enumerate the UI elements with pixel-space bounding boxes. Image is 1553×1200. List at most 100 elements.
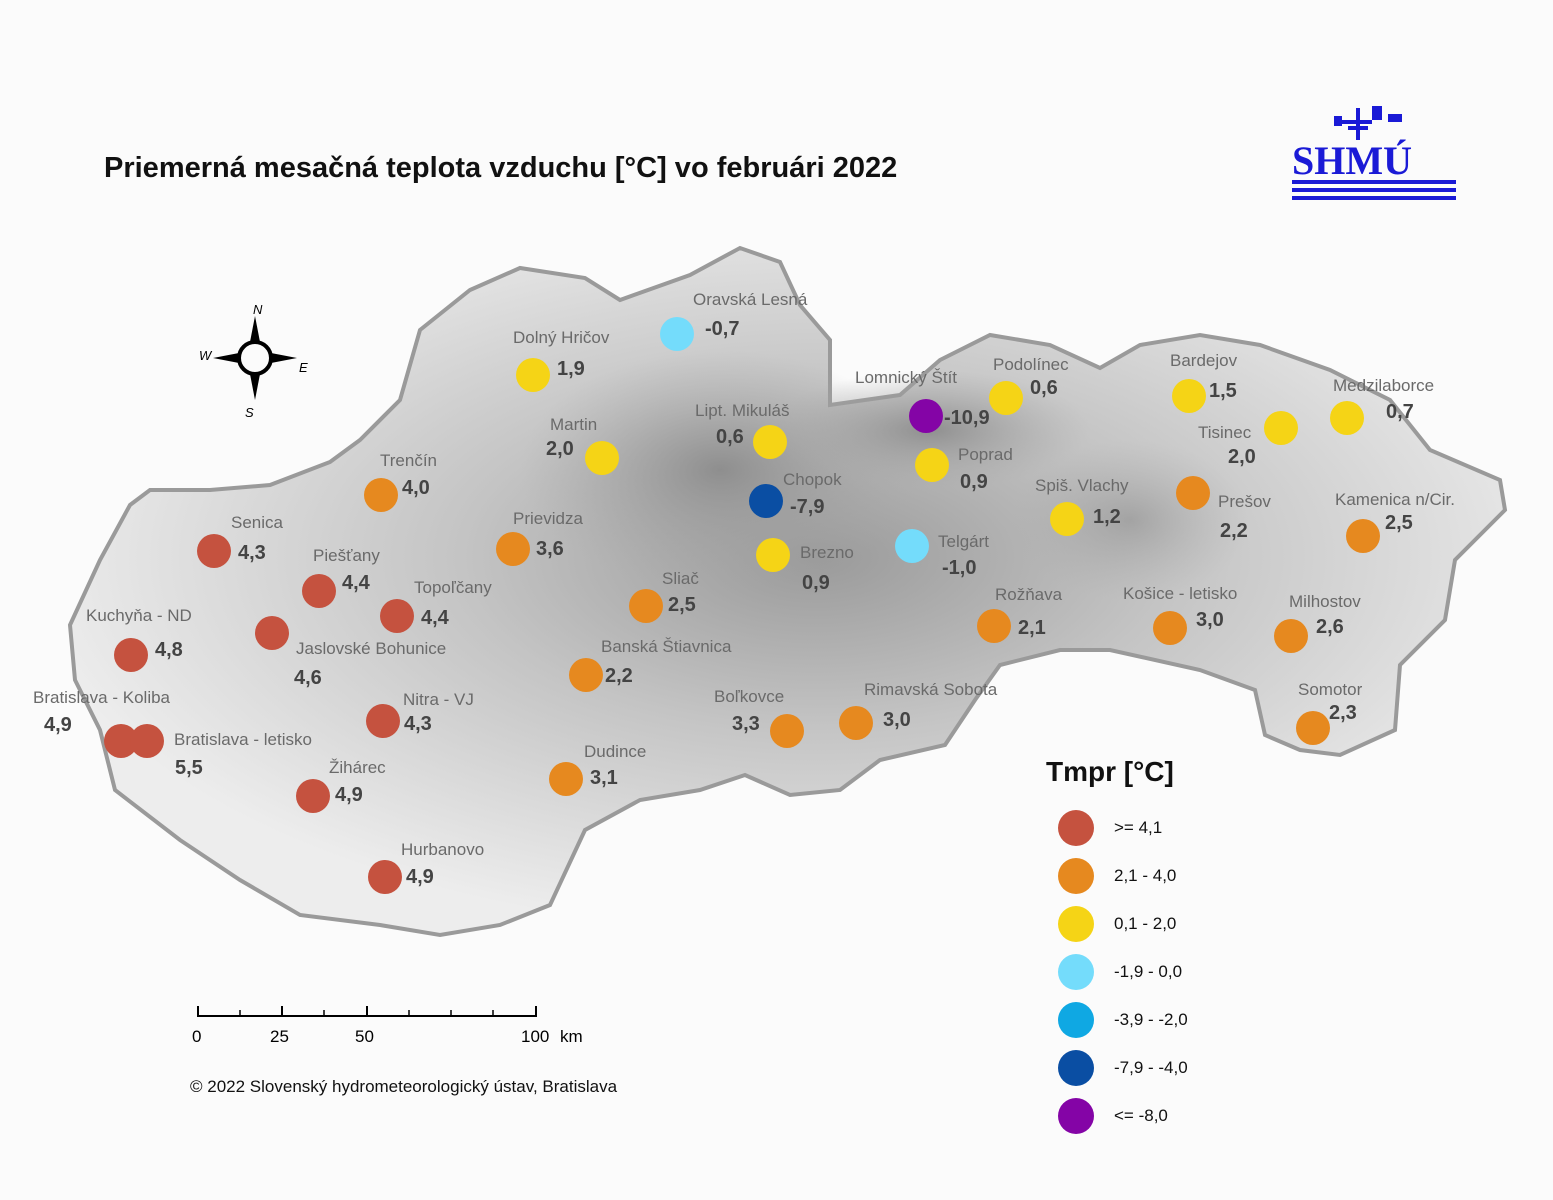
legend-label: -7,9 - -4,0 — [1114, 1058, 1188, 1077]
station-name: Senica — [231, 513, 284, 532]
station-marker: Poprad 0,9 — [915, 445, 1013, 493]
station-name: Bardejov — [1170, 351, 1238, 370]
station-marker: Topoľčany 4,4 — [380, 578, 492, 633]
station-value: 1,5 — [1209, 380, 1237, 402]
compass-e: E — [299, 360, 308, 375]
station-dot — [1153, 611, 1187, 645]
station-marker: Lipt. Mikuláš 0,6 — [695, 401, 789, 459]
station-value: 0,9 — [802, 572, 830, 594]
scale-unit: km — [560, 1027, 583, 1046]
station-marker: Rimavská Sobota 3,0 — [839, 680, 998, 740]
station-value: 4,3 — [404, 713, 432, 735]
station-name: Rožňava — [995, 585, 1063, 604]
station-marker: Hurbanovo 4,9 — [368, 840, 484, 894]
station-dot — [255, 616, 289, 650]
slovakia-outline — [67, 245, 1508, 938]
station-value: 2,2 — [1220, 520, 1248, 542]
station-marker: Chopok -7,9 — [749, 470, 842, 518]
shmu-logo: SHMÚ — [1288, 100, 1460, 204]
station-marker: Bratislava - letisko 5,5 — [130, 724, 312, 779]
legend-item: 0,1 - 2,0 — [1046, 900, 1266, 948]
station-marker: Košice - letisko 3,0 — [1123, 584, 1237, 645]
station-dot — [660, 317, 694, 351]
legend-swatch — [1058, 1050, 1094, 1086]
legend-item: -1,9 - 0,0 — [1046, 948, 1266, 996]
station-name: Prievidza — [513, 509, 583, 528]
station-value: 2,2 — [605, 665, 633, 687]
station-dot — [1330, 401, 1364, 435]
station-name: Martin — [550, 415, 597, 434]
legend-item: -7,9 - -4,0 — [1046, 1044, 1266, 1092]
scale-tick-0: 0 — [192, 1027, 201, 1046]
scale-bar: 0 25 50 100 km — [188, 1000, 608, 1050]
terrain-east-shade — [1010, 440, 1250, 600]
station-dot — [915, 448, 949, 482]
station-marker: Rožňava 2,1 — [977, 585, 1063, 643]
legend-swatch — [1058, 1098, 1094, 1134]
station-name: Bratislava - Koliba — [33, 688, 171, 707]
station-marker: Bratislava - Koliba 4,9 — [33, 688, 171, 758]
station-value: 4,8 — [155, 639, 183, 661]
station-name: Hurbanovo — [401, 840, 484, 859]
station-dot — [1296, 711, 1330, 745]
station-name: Somotor — [1298, 680, 1363, 699]
station-dot — [989, 381, 1023, 415]
station-value: 4,4 — [342, 572, 371, 594]
station-value: 1,9 — [557, 358, 585, 380]
station-value: 0,6 — [1030, 377, 1058, 399]
station-dot — [1264, 411, 1298, 445]
station-value: 3,1 — [590, 767, 618, 789]
station-name: Košice - letisko — [1123, 584, 1237, 603]
legend-swatch — [1058, 954, 1094, 990]
station-dot — [1050, 502, 1084, 536]
compass-w: W — [199, 348, 213, 363]
legend-swatch — [1058, 810, 1094, 846]
station-marker: Telgárt -1,0 — [895, 529, 989, 579]
legend-label: 0,1 - 2,0 — [1114, 914, 1177, 933]
station-dot — [977, 609, 1011, 643]
station-marker: Dudince 3,1 — [549, 742, 646, 796]
station-value: 2,1 — [1018, 617, 1046, 639]
station-name: Kuchyňa - ND — [86, 606, 192, 625]
station-value: 3,0 — [1196, 609, 1224, 631]
station-value: 0,6 — [716, 426, 744, 448]
station-value: 2,0 — [546, 438, 574, 460]
legend-title: Tmpr [°C] — [1046, 756, 1174, 787]
station-marker: Senica 4,3 — [197, 513, 284, 568]
station-name: Banská Štiavnica — [601, 637, 732, 656]
station-dot — [839, 706, 873, 740]
station-dot — [368, 860, 402, 894]
copyright-text: © 2022 Slovenský hydrometeorologický úst… — [190, 1077, 618, 1096]
station-dot — [749, 484, 783, 518]
station-marker: Kamenica n/Cir. 2,5 — [1335, 490, 1455, 553]
station-name: Žihárec — [329, 758, 386, 777]
station-dot — [364, 478, 398, 512]
station-dot — [296, 779, 330, 813]
station-dot — [516, 358, 550, 392]
station-marker: Brezno 0,9 — [756, 538, 854, 594]
station-value: 4,6 — [294, 667, 322, 689]
station-dot — [1346, 519, 1380, 553]
station-dot — [756, 538, 790, 572]
legend-item: >= 4,1 — [1046, 804, 1266, 852]
station-value: 4,9 — [335, 784, 363, 806]
legend-swatch — [1058, 1002, 1094, 1038]
compass-n: N — [253, 302, 263, 317]
station-name: Dolný Hričov — [513, 328, 610, 347]
station-dot — [366, 704, 400, 738]
station-dot — [1274, 619, 1308, 653]
station-marker: Somotor 2,3 — [1296, 680, 1363, 745]
station-dot — [753, 425, 787, 459]
station-marker: Piešťany 4,4 — [302, 546, 380, 608]
scale-tick-50: 50 — [355, 1027, 374, 1046]
station-marker: Prievidza 3,6 — [496, 509, 583, 566]
station-name: Medzilaborce — [1333, 376, 1434, 395]
station-dot — [104, 724, 138, 758]
station-value: 4,9 — [44, 714, 72, 736]
station-marker: Banská Štiavnica 2,2 — [569, 637, 732, 692]
station-name: Lomnický Štít — [855, 368, 957, 387]
stations-layer: Oravská Lesná -0,7 Dolný Hričov 1,9 Lomnický… — [33, 290, 1455, 894]
legend-label: >= 4,1 — [1114, 818, 1163, 837]
station-dot — [909, 399, 943, 433]
station-value: 5,5 — [175, 757, 203, 779]
